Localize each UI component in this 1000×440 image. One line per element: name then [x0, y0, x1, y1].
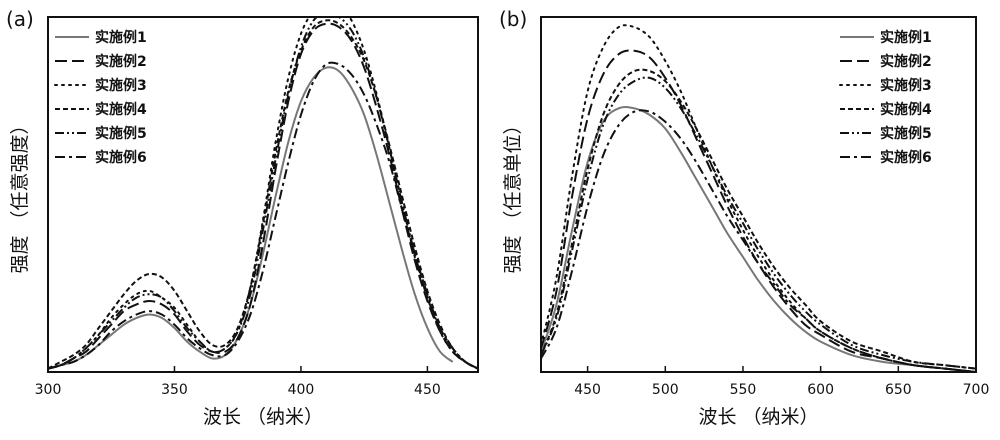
- x-tick-label: 350: [161, 382, 188, 398]
- series-line-4: [542, 68, 975, 370]
- legend-label-3: 实施例3: [880, 77, 932, 94]
- legend: 实施例1 实施例2 实施例3 实施例4 实施例5 实施例6: [839, 29, 932, 166]
- legend-label-4: 实施例4: [95, 101, 147, 118]
- y-axis-title: 强度 （任意单位）: [502, 115, 524, 273]
- series-line-6: [542, 109, 975, 371]
- plot-frame: [47, 16, 479, 373]
- x-axis-title: 波长 （纳米）: [203, 406, 323, 428]
- legend-label-1: 实施例1: [880, 29, 932, 46]
- panel-label: (a): [6, 7, 34, 31]
- legend-label-2: 实施例2: [95, 53, 147, 70]
- legend-label-6: 实施例6: [95, 149, 147, 166]
- y-axis-title: 强度 （任意强度）: [9, 115, 31, 273]
- x-axis-title: 波长 （纳米）: [698, 406, 818, 428]
- x-tick-label: 650: [885, 382, 912, 398]
- legend-label-3: 实施例3: [95, 77, 147, 94]
- series-line-5: [542, 76, 975, 370]
- series-line-2: [542, 49, 975, 371]
- legend-label-1: 实施例1: [95, 29, 147, 46]
- legend-label-4: 实施例4: [880, 101, 932, 118]
- x-tick-label: 500: [652, 382, 679, 398]
- x-tick-label: 700: [963, 382, 990, 398]
- x-tick-label: 600: [807, 382, 834, 398]
- plot-frame: [540, 16, 977, 373]
- x-tick-label: 550: [730, 382, 757, 398]
- legend-label-5: 实施例5: [880, 125, 932, 142]
- panel-label: (b): [499, 7, 527, 31]
- legend: 实施例1 实施例2 实施例3 实施例4 实施例5 实施例6: [54, 29, 147, 166]
- series-line-5: [49, 18, 477, 370]
- legend-label-5: 实施例5: [95, 125, 147, 142]
- series-line-6: [49, 61, 477, 370]
- series-line-2: [49, 22, 477, 370]
- series-line-1: [542, 105, 975, 371]
- x-tick-label: 450: [574, 382, 601, 398]
- chart-panel-1: 300 350 400 450(a)波长 （纳米）强度 （任意强度）实施例1实施例2实…: [6, 7, 479, 428]
- legend-label-6: 实施例6: [880, 149, 932, 166]
- x-tick-label: 400: [288, 382, 315, 398]
- legend-label-2: 实施例2: [880, 53, 932, 70]
- x-tick-label: 300: [35, 382, 62, 398]
- chart-panel-2: 450 500 550 600 650 700 (b) 波长 （纳米） 强度 （任意单位） 实施例…: [499, 7, 989, 428]
- x-tick-label: 450: [414, 382, 441, 398]
